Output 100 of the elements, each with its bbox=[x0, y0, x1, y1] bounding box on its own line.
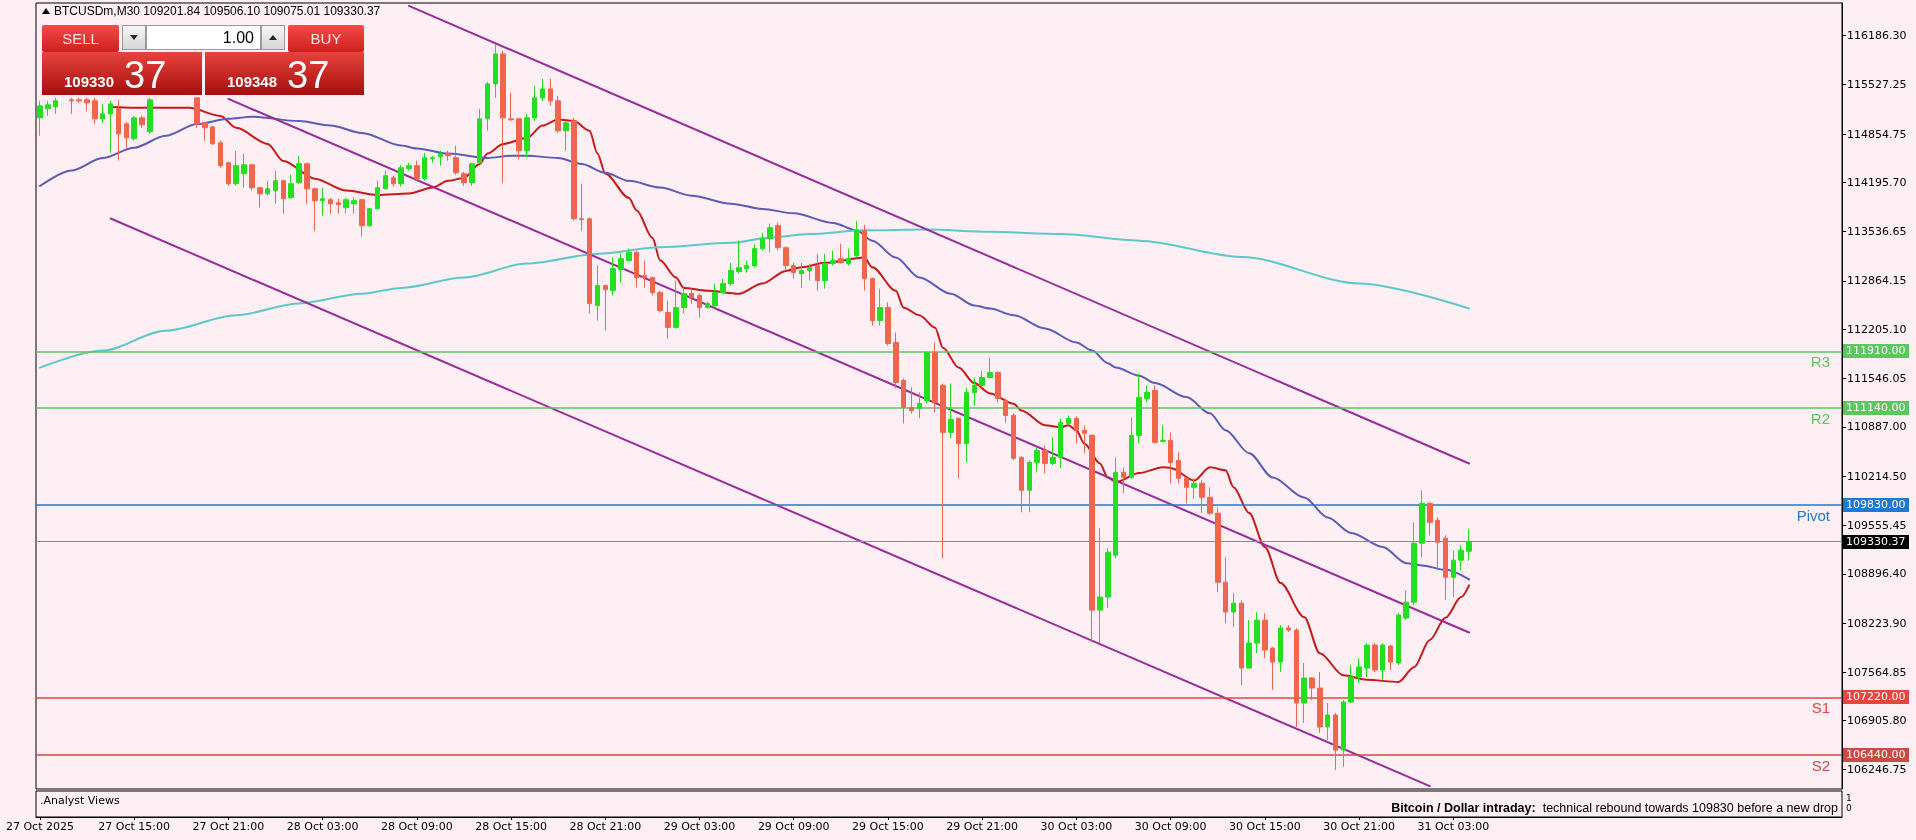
sell-button: SELL bbox=[42, 25, 119, 52]
candlestick bbox=[807, 263, 812, 282]
candlestick bbox=[1309, 676, 1315, 701]
text: 109830.00 bbox=[1843, 498, 1909, 512]
candlestick bbox=[822, 253, 828, 290]
x-tick-label: 30 Oct 03:00 bbox=[1040, 820, 1113, 833]
candlestick bbox=[1160, 424, 1166, 443]
candlestick bbox=[909, 386, 914, 414]
candlestick bbox=[1388, 644, 1393, 671]
candlestick bbox=[391, 175, 396, 188]
candlestick bbox=[312, 187, 318, 232]
candlestick bbox=[579, 183, 584, 232]
candlestick bbox=[453, 145, 459, 176]
candlestick bbox=[783, 246, 789, 272]
candlestick bbox=[45, 100, 51, 117]
candlestick bbox=[877, 288, 883, 327]
x-tick-label: 29 Oct 15:00 bbox=[852, 820, 924, 833]
candlestick bbox=[1152, 384, 1158, 444]
candlestick bbox=[893, 332, 899, 389]
candlestick bbox=[791, 262, 796, 280]
candlestick bbox=[124, 121, 129, 149]
x-tick-label: 29 Oct 21:00 bbox=[946, 820, 1019, 833]
candlestick bbox=[626, 248, 632, 262]
candlestick bbox=[241, 153, 247, 189]
candlestick bbox=[587, 217, 592, 315]
y-tick-label: 110214.50 bbox=[1847, 469, 1907, 483]
y-tick-label: 115527.25 bbox=[1847, 77, 1907, 91]
x-tick-label: 29 Oct 09:00 bbox=[757, 820, 830, 833]
candlestick bbox=[1333, 712, 1338, 771]
candlestick bbox=[775, 222, 781, 252]
candlestick bbox=[1207, 486, 1213, 516]
candlestick bbox=[485, 81, 490, 132]
candlestick bbox=[296, 155, 302, 185]
candlestick bbox=[1168, 431, 1173, 484]
y-tick-label: 114195.70 bbox=[1847, 176, 1907, 190]
candlestick bbox=[202, 121, 208, 142]
candlestick bbox=[147, 97, 153, 135]
candlestick bbox=[642, 260, 647, 289]
x-tick-label: 30 Oct 09:00 bbox=[1134, 820, 1207, 833]
candlestick bbox=[1176, 451, 1181, 484]
candlestick bbox=[194, 97, 200, 129]
candlestick bbox=[1246, 619, 1252, 669]
text: 106440.00 bbox=[1843, 748, 1909, 762]
candlestick bbox=[650, 276, 655, 297]
line-series bbox=[38, 115, 1471, 581]
candlestick bbox=[595, 265, 600, 322]
candlestick bbox=[830, 250, 836, 267]
x-tick-label: 30 Oct 21:00 bbox=[1323, 820, 1395, 833]
candlestick bbox=[84, 97, 90, 112]
x-tick-label: 28 Oct 15:00 bbox=[475, 820, 547, 833]
candlestick bbox=[414, 160, 420, 182]
candlestick bbox=[1199, 479, 1205, 514]
candlestick bbox=[351, 197, 357, 215]
candlestick bbox=[406, 162, 412, 172]
candlestick bbox=[1262, 612, 1268, 659]
candlestick bbox=[100, 103, 105, 124]
candlestick bbox=[1223, 556, 1228, 624]
ref-line-label: R2 bbox=[1810, 410, 1830, 428]
candlestick bbox=[233, 150, 239, 187]
x-tick-label: 28 Oct 21:00 bbox=[569, 820, 642, 833]
candlestick bbox=[1364, 642, 1370, 678]
candlestick bbox=[1034, 446, 1040, 473]
candlestick bbox=[304, 162, 310, 205]
candlestick bbox=[1427, 501, 1433, 536]
candlestick bbox=[1286, 624, 1291, 633]
candlestick bbox=[1191, 477, 1197, 499]
candlestick bbox=[1082, 424, 1087, 454]
candlestick bbox=[571, 117, 577, 222]
buy-button: BUY bbox=[288, 25, 364, 52]
candlestick bbox=[603, 284, 608, 332]
candlestick bbox=[657, 290, 663, 314]
candlestick bbox=[815, 253, 820, 292]
candlestick bbox=[995, 371, 1001, 403]
candlestick bbox=[862, 224, 867, 292]
candlestick bbox=[1294, 627, 1299, 728]
candlestick bbox=[1341, 699, 1346, 768]
y-tick-label: 109555.45 bbox=[1847, 518, 1907, 532]
candlestick bbox=[1058, 417, 1063, 469]
candlestick bbox=[972, 376, 977, 406]
x-tick-label: 31 Oct 03:00 bbox=[1417, 820, 1490, 833]
candlestick bbox=[375, 180, 380, 211]
candlestick bbox=[516, 117, 522, 160]
candlestick bbox=[932, 341, 938, 413]
candlestick bbox=[1144, 384, 1150, 403]
y-tick-label: 107564.85 bbox=[1847, 665, 1907, 679]
text: 109330.37 bbox=[1843, 535, 1909, 549]
candlestick bbox=[854, 220, 859, 259]
candlestick bbox=[398, 164, 404, 188]
y-tick-label: 111546.05 bbox=[1847, 371, 1907, 385]
candlestick bbox=[524, 113, 530, 159]
candlestick bbox=[1184, 476, 1189, 504]
candlestick bbox=[1466, 528, 1472, 562]
buy-price-box: 109348 37 bbox=[205, 52, 364, 95]
candlestick bbox=[885, 302, 891, 347]
candlestick bbox=[532, 85, 537, 122]
candlestick bbox=[924, 351, 930, 404]
line-series bbox=[38, 228, 1471, 369]
candlestick bbox=[1019, 455, 1024, 513]
candlestick bbox=[69, 97, 74, 115]
candlestick bbox=[917, 391, 922, 419]
